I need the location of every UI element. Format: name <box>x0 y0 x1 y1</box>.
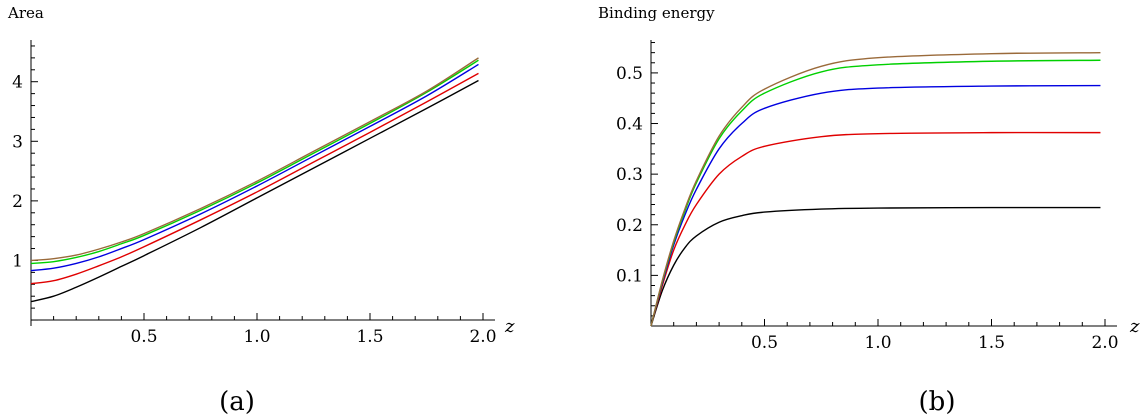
y-tick-label: 0.5 <box>616 64 643 84</box>
series-line-5 <box>650 51 1101 327</box>
series-group <box>650 51 1101 327</box>
x-tick-label: 1.0 <box>243 327 270 347</box>
y-tick-label: 3 <box>12 132 23 152</box>
series-group <box>30 57 479 303</box>
panel-caption: (b) <box>919 387 956 417</box>
y-axis-label: Binding energy <box>598 4 715 22</box>
series-line-2 <box>30 72 479 285</box>
axes: 0.5 1.0 1.5 2.0 1 2 3 4 <box>12 40 497 347</box>
y-tick-label: 0.1 <box>616 266 643 286</box>
panel-caption: (a) <box>219 387 255 417</box>
x-tick-label: 2.0 <box>1091 333 1118 353</box>
x-tick-label: 1.5 <box>978 333 1005 353</box>
x-tick-label: 0.5 <box>751 333 778 353</box>
y-axis-label: Area <box>7 4 44 22</box>
y-tick-label: 0.4 <box>616 115 643 135</box>
x-axis-label: z <box>504 316 515 337</box>
y-tick-label: 4 <box>12 73 23 93</box>
y-tick-label: 0.2 <box>616 216 643 236</box>
axes: 0.5 1.0 1.5 2.0 0.1 0.2 0.3 0.4 0.5 <box>616 40 1119 353</box>
series-line-2 <box>650 131 1101 327</box>
x-tick-label: 1.0 <box>864 333 891 353</box>
series-line-1 <box>650 206 1101 327</box>
y-tick-label: 1 <box>12 251 23 271</box>
x-axis-label: z <box>1129 316 1140 337</box>
chart-panel-a: Area z (a) 0.5 1.0 1.5 2.0 1 2 3 4 <box>7 4 515 417</box>
series-line-5 <box>30 57 479 262</box>
series-line-4 <box>30 59 479 265</box>
x-tick-label: 1.5 <box>356 327 383 347</box>
y-tick-label: 0.3 <box>616 165 643 185</box>
series-line-3 <box>650 84 1101 327</box>
series-line-1 <box>30 79 479 303</box>
series-line-3 <box>30 63 479 272</box>
y-tick-label: 2 <box>12 192 23 212</box>
series-line-4 <box>650 59 1101 327</box>
x-tick-label: 0.5 <box>130 327 157 347</box>
x-tick-label: 2.0 <box>469 327 496 347</box>
chart-panel-b: Binding energy z (b) 0.5 1.0 1.5 2.00.10.20… <box>598 4 1140 417</box>
